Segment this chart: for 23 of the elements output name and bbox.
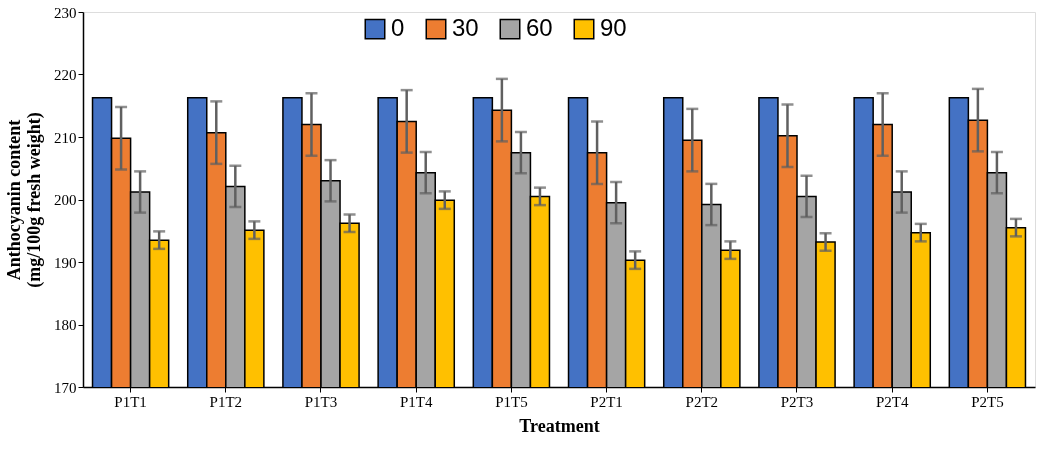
y-tick-label: 220 bbox=[54, 67, 77, 83]
x-tick-label: P1T2 bbox=[209, 393, 243, 410]
x-tick-label: P2T2 bbox=[685, 393, 719, 410]
x-tick-label: P1T1 bbox=[114, 393, 147, 410]
y-tick-label: 210 bbox=[54, 129, 77, 146]
x-tick-label: P2T4 bbox=[875, 393, 909, 410]
y-tick-label: 230 bbox=[54, 4, 77, 21]
legend-label: 90 bbox=[600, 14, 627, 42]
x-tick-label: P1T3 bbox=[304, 393, 338, 410]
y-tick-label: 180 bbox=[54, 317, 77, 333]
x-axis-title: Treatment bbox=[519, 415, 600, 436]
legend-label: 60 bbox=[526, 14, 553, 42]
legend-label: 0 bbox=[391, 14, 405, 42]
legend-label: 30 bbox=[452, 14, 479, 42]
x-tick-label: P1T5 bbox=[495, 393, 528, 410]
y-tick-label: 200 bbox=[54, 192, 77, 208]
x-tick-label: P2T1 bbox=[590, 393, 623, 410]
x-tick-label: P2T3 bbox=[780, 393, 814, 410]
x-tick-label: P1T4 bbox=[399, 393, 433, 410]
y-tick-label: 170 bbox=[54, 379, 77, 396]
x-tick-label: P2T5 bbox=[971, 393, 1004, 410]
y-axis-title: Anthocyanin content (mg/100g fresh weight) bbox=[4, 112, 45, 288]
y-tick-label: 190 bbox=[54, 254, 77, 271]
